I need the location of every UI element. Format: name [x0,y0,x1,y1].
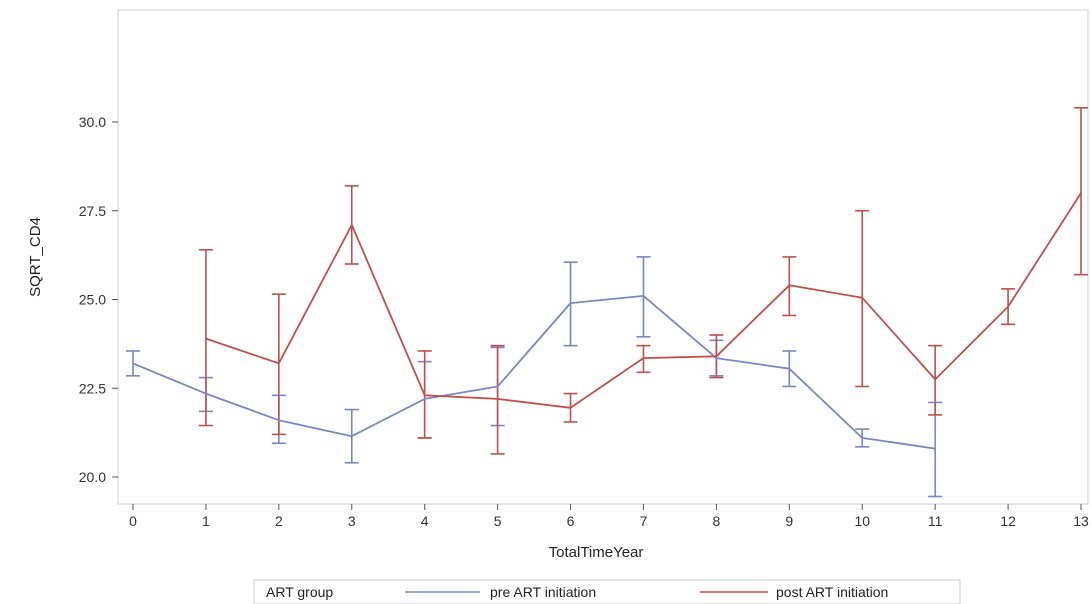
x-tick-label: 4 [421,513,429,529]
y-tick-label: 22.5 [79,380,106,396]
y-axis: 20.0 22.5 25.0 27.5 30.0 [79,114,118,485]
error-bars [126,107,1088,498]
legend-frame [253,579,961,604]
x-tick-label: 0 [129,513,137,529]
x-tick-label: 9 [785,513,793,529]
x-tick-label: 13 [1073,513,1089,529]
x-tick-label: 1 [202,513,210,529]
legend: ART group pre ART initiation post ART in… [253,579,961,604]
legend-label-pre-art: pre ART initiation [490,584,596,600]
x-tick-label: 10 [854,513,870,529]
series-line-pre-art [132,294,936,450]
x-tick-label: 3 [348,513,356,529]
x-tick-label: 7 [640,513,648,529]
x-axis: 0 1 2 3 4 5 6 7 8 9 10 11 12 13 [129,504,1089,529]
series-lines [132,192,1082,450]
y-axis-title: SQRT_CD4 [27,217,44,297]
y-tick-label: 25.0 [79,292,106,308]
y-tick-label: 27.5 [79,203,106,219]
x-tick-label: 6 [567,513,575,529]
y-tick-label: 30.0 [79,114,106,130]
x-tick-label: 8 [712,513,720,529]
plot-area-frame [117,9,1089,505]
y-tick-label: 20.0 [79,469,106,485]
legend-label-post-art: post ART initiation [776,584,888,600]
legend-title: ART group [266,584,333,600]
series-line-post-art [205,192,1082,409]
x-tick-label: 5 [494,513,502,529]
x-tick-label: 2 [275,513,283,529]
x-tick-label: 12 [1000,513,1016,529]
x-axis-title: TotalTimeYear [549,544,644,561]
x-tick-label: 11 [928,513,943,529]
